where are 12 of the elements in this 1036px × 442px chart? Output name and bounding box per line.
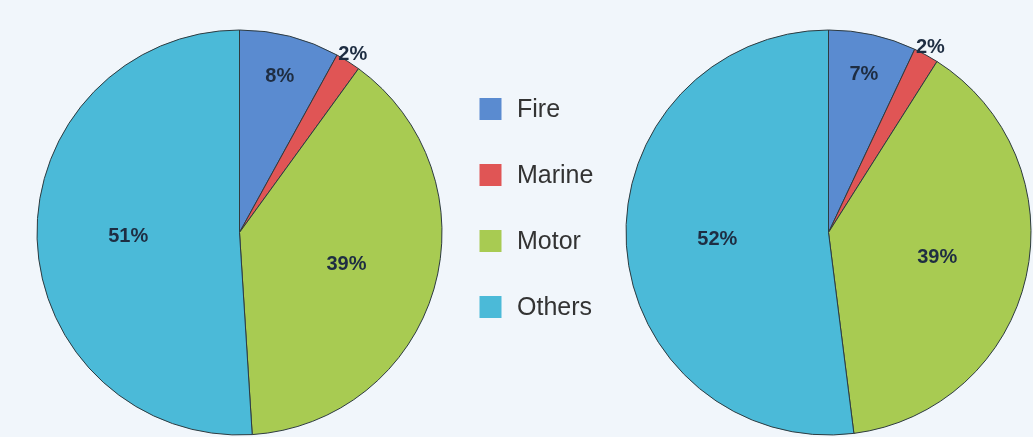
legend-label: Others [517, 292, 593, 320]
data-label: 39% [917, 244, 958, 267]
data-label: 52% [697, 227, 738, 250]
data-label: 7% [849, 62, 879, 85]
legend-label: Fire [517, 94, 561, 122]
data-label: 2% [915, 35, 946, 58]
data-label: 8% [265, 63, 295, 86]
legend-label: Marine [517, 160, 594, 188]
data-label: 39% [326, 251, 367, 274]
data-label: 51% [108, 224, 149, 246]
data-label: 2% [338, 41, 368, 64]
legend-label: Motor [517, 226, 581, 254]
